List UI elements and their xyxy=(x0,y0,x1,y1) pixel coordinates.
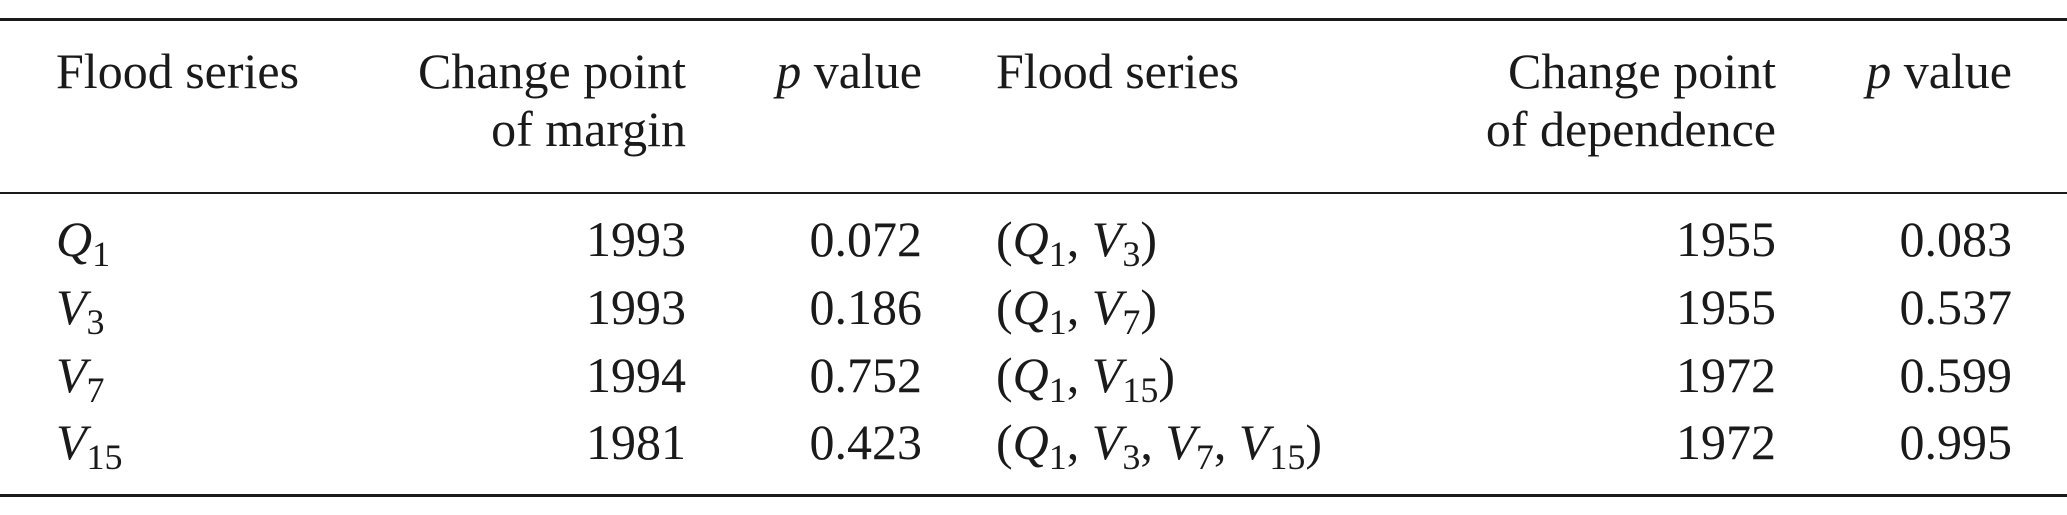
header-p-symbol-1: p xyxy=(776,43,802,99)
pair-variable: V15 xyxy=(1238,414,1306,475)
pair-variable-symbol: Q xyxy=(1012,347,1049,403)
close-paren: ) xyxy=(1140,211,1157,267)
dependence-change-point-cell: 1972 xyxy=(1676,347,1776,403)
pair-variable-symbol: V xyxy=(1238,414,1270,470)
series-cell: V3 xyxy=(56,278,105,340)
header-change-point-dependence-line2: of dependence xyxy=(1485,101,1776,157)
comma-separator: , xyxy=(1066,211,1092,267)
series-variable-symbol: V xyxy=(56,279,87,335)
header-flood-series-2: Flood series xyxy=(996,43,1240,99)
pair-variable-symbol: V xyxy=(1091,211,1123,267)
series-variable: V15 xyxy=(56,414,123,475)
pair-variable: Q1 xyxy=(1012,279,1067,340)
pair-variable: Q1 xyxy=(1012,414,1067,475)
open-paren: ( xyxy=(996,414,1013,470)
close-paren: ) xyxy=(1140,279,1157,335)
pair-variable: V15 xyxy=(1091,347,1159,408)
bottom-rule xyxy=(0,494,2067,497)
header-flood-series-1: Flood series xyxy=(56,43,300,99)
pair-variable-subscript: 7 xyxy=(1122,302,1141,343)
dependence-p-value-cell: 0.995 xyxy=(1899,414,2013,470)
pair-variable-symbol: V xyxy=(1091,279,1123,335)
dependence-change-point-cell: 1955 xyxy=(1676,279,1776,335)
pair-cell: (Q1, V3) xyxy=(996,210,1157,272)
dependence-p-value-cell: 0.599 xyxy=(1899,347,2013,403)
pair-variable-symbol: V xyxy=(1091,414,1123,470)
margin-change-point-cell: 1993 xyxy=(586,211,686,267)
comma-separator: , xyxy=(1066,414,1092,470)
margin-change-point-cell: 1981 xyxy=(586,414,686,470)
header-change-point-dependence-line1: Change point xyxy=(1507,43,1776,99)
series-variable: Q1 xyxy=(56,211,110,272)
pair-cell: (Q1, V15) xyxy=(996,346,1175,408)
pair-variable: V7 xyxy=(1091,279,1141,340)
series-variable-subscript: 3 xyxy=(86,302,105,343)
series-variable-symbol: V xyxy=(56,347,87,403)
open-paren: ( xyxy=(996,279,1013,335)
pair-variable-subscript: 1 xyxy=(1048,370,1067,411)
margin-change-point-cell: 1994 xyxy=(586,347,686,403)
top-rule xyxy=(0,18,2067,21)
series-variable: V7 xyxy=(56,347,105,408)
pair-variable: V3 xyxy=(1091,414,1141,475)
close-paren: ) xyxy=(1305,414,1323,470)
pair-variable-subscript: 3 xyxy=(1122,437,1141,478)
dependence-change-point-cell: 1955 xyxy=(1676,211,1776,267)
close-paren: ) xyxy=(1158,347,1175,403)
pair-variable-subscript: 1 xyxy=(1048,437,1067,478)
header-p-value-label-2: value xyxy=(1891,43,2012,99)
margin-p-value-cell: 0.186 xyxy=(809,279,923,335)
pair-variable-subscript: 15 xyxy=(1269,437,1306,478)
margin-p-value-cell: 0.072 xyxy=(809,211,923,267)
header-p-value-label-1: value xyxy=(801,43,922,99)
open-paren: ( xyxy=(996,347,1013,403)
pair-variable-symbol: V xyxy=(1165,414,1196,470)
header-p-value-2: p value xyxy=(1790,42,2012,100)
header-change-point-margin: Change point of margin xyxy=(300,42,686,158)
margin-change-point-cell: 1993 xyxy=(586,279,686,335)
dependence-p-value-cell: 0.083 xyxy=(1899,211,2013,267)
pair-variable-symbol: V xyxy=(1091,347,1123,403)
pair-variable-symbol: Q xyxy=(1012,279,1049,335)
margin-p-value-cell: 0.752 xyxy=(809,347,923,403)
comma-separator: , xyxy=(1066,279,1092,335)
pair-variable-subscript: 7 xyxy=(1195,437,1214,478)
header-rule xyxy=(0,192,2067,194)
margin-p-value-cell: 0.423 xyxy=(809,414,923,470)
pair-variable: V3 xyxy=(1091,211,1141,272)
open-paren: ( xyxy=(996,211,1013,267)
pair-variable-subscript: 1 xyxy=(1048,234,1067,275)
pair-cell: (Q1, V7) xyxy=(996,278,1157,340)
header-p-symbol-2: p xyxy=(1866,43,1892,99)
comma-separator: , xyxy=(1066,347,1092,403)
dependence-p-value-cell: 0.537 xyxy=(1899,279,2013,335)
comma-separator: , xyxy=(1140,414,1166,470)
header-change-point-margin-line1: Change point xyxy=(417,43,686,99)
header-change-point-dependence: Change point of dependence xyxy=(1300,42,1776,158)
series-variable-symbol: V xyxy=(56,414,87,470)
pair-variable-subscript: 3 xyxy=(1122,234,1141,275)
header-change-point-margin-line2: of margin xyxy=(491,101,686,157)
pair-variable: Q1 xyxy=(1012,211,1067,272)
pair-variable-subscript: 15 xyxy=(1122,370,1159,411)
pair-variable: Q1 xyxy=(1012,347,1067,408)
pair-cell: (Q1, V3, V7, V15) xyxy=(996,413,1323,475)
series-cell: V7 xyxy=(56,346,105,408)
series-variable-symbol: Q xyxy=(56,211,93,267)
pair-variable-subscript: 1 xyxy=(1048,302,1067,343)
series-variable-subscript: 7 xyxy=(86,370,105,411)
series-cell: Q1 xyxy=(56,210,110,272)
series-variable: V3 xyxy=(56,279,105,340)
series-variable-subscript: 1 xyxy=(92,234,111,275)
pair-variable-symbol: Q xyxy=(1012,211,1049,267)
pair-variable-symbol: Q xyxy=(1012,414,1049,470)
comma-separator: , xyxy=(1213,414,1239,470)
dependence-change-point-cell: 1972 xyxy=(1676,414,1776,470)
series-variable-subscript: 15 xyxy=(86,437,123,478)
pair-variable: V7 xyxy=(1165,414,1214,475)
header-p-value-1: p value xyxy=(700,42,922,100)
series-cell: V15 xyxy=(56,413,123,475)
